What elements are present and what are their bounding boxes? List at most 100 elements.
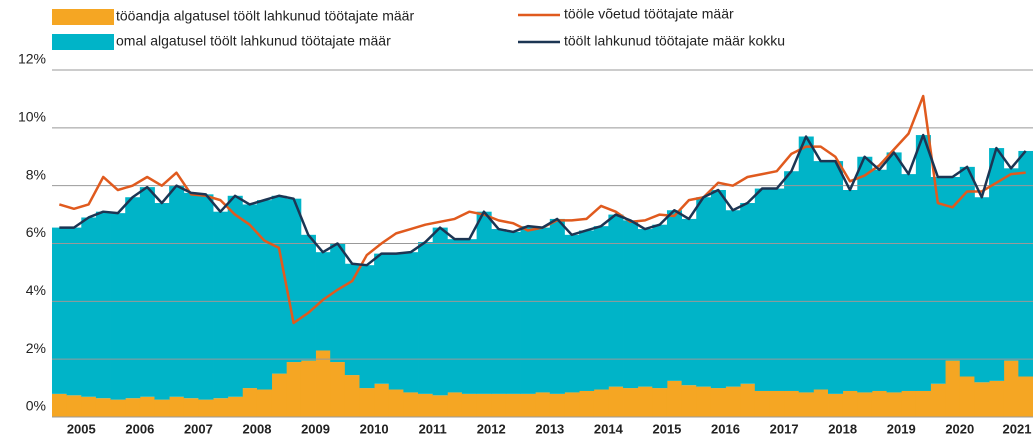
bar <box>754 390 770 417</box>
bar <box>432 395 448 417</box>
bar <box>1003 168 1019 361</box>
bar <box>315 350 331 417</box>
bar <box>300 234 316 361</box>
bar <box>330 362 346 417</box>
bar <box>1003 360 1019 417</box>
legend-swatch <box>52 9 114 25</box>
bar <box>725 210 741 387</box>
bar <box>374 253 390 384</box>
x-tick-label: 2005 <box>67 421 96 436</box>
bar <box>974 382 990 417</box>
bar <box>286 198 302 363</box>
bar <box>491 229 507 394</box>
bar <box>52 393 68 417</box>
bar <box>461 239 478 394</box>
bar <box>535 392 551 417</box>
bar <box>871 390 887 417</box>
bar <box>447 239 463 393</box>
bar <box>110 399 126 417</box>
bar <box>930 383 946 417</box>
bar <box>740 383 756 417</box>
bar <box>871 169 887 391</box>
x-tick-label: 2013 <box>535 421 564 436</box>
bar <box>476 393 492 417</box>
bar <box>505 393 521 417</box>
bar <box>388 253 404 390</box>
bar <box>256 200 273 390</box>
bar <box>330 243 346 363</box>
bar <box>183 192 199 399</box>
bar <box>945 360 961 417</box>
line <box>59 133 1027 267</box>
bar <box>681 385 697 417</box>
bar <box>81 217 97 397</box>
bar <box>403 392 419 417</box>
bar <box>857 392 873 417</box>
legend-label: töölt lahkunud töötajate määr kokku <box>564 33 785 49</box>
bar <box>125 197 141 399</box>
bar <box>359 265 375 389</box>
bar <box>740 203 756 384</box>
bar <box>623 220 639 389</box>
bar <box>183 398 199 417</box>
bar <box>388 389 404 417</box>
bar <box>901 174 917 391</box>
bar <box>125 398 141 417</box>
x-tick-label: 2006 <box>125 421 154 436</box>
x-tick-label: 2007 <box>184 421 213 436</box>
bar <box>769 188 785 391</box>
bar <box>637 386 653 417</box>
bar <box>169 396 185 417</box>
bar <box>828 161 844 394</box>
bar <box>95 211 111 399</box>
x-tick-label: 2015 <box>652 421 681 436</box>
bar <box>300 360 316 417</box>
bar <box>915 135 931 391</box>
bar <box>930 176 946 384</box>
x-tick-label: 2014 <box>594 421 624 436</box>
bar <box>549 393 565 417</box>
bar <box>989 380 1005 417</box>
x-tick-label: 2010 <box>360 421 389 436</box>
y-tick-label: 12% <box>18 51 46 67</box>
bar <box>110 213 126 400</box>
bar <box>286 362 302 417</box>
bar <box>139 396 155 417</box>
x-tick-label: 2020 <box>945 421 974 436</box>
bar <box>813 161 829 390</box>
bar <box>959 166 975 377</box>
bar <box>374 383 390 417</box>
bar <box>505 231 521 394</box>
bar <box>66 227 82 396</box>
bar <box>344 263 360 376</box>
x-tick-label: 2018 <box>828 421 857 436</box>
bar <box>476 211 492 394</box>
bar <box>608 386 624 417</box>
legend-label: tööandja algatusel töölt lahkunud töötaj… <box>116 8 414 24</box>
y-tick-label: 6% <box>26 224 46 240</box>
bar <box>666 210 682 381</box>
bar <box>842 190 858 391</box>
x-tick-label: 2009 <box>301 421 330 436</box>
bar <box>271 373 287 417</box>
x-tick-label: 2021 <box>1003 421 1032 436</box>
x-tick-label: 2012 <box>477 421 506 436</box>
y-tick-label: 10% <box>18 109 46 125</box>
bar <box>520 393 536 417</box>
bar <box>784 390 800 417</box>
x-tick-label: 2019 <box>887 421 916 436</box>
bar <box>710 388 726 417</box>
bar <box>593 226 609 390</box>
bar <box>564 392 580 417</box>
bar <box>461 393 478 417</box>
bar <box>154 399 170 417</box>
bar <box>403 252 419 393</box>
bar <box>857 156 873 393</box>
bar <box>652 388 668 417</box>
bar <box>52 227 68 394</box>
bar <box>989 148 1005 381</box>
bar <box>198 399 214 417</box>
bar <box>81 396 97 417</box>
bar <box>418 242 434 394</box>
bar <box>256 389 273 417</box>
